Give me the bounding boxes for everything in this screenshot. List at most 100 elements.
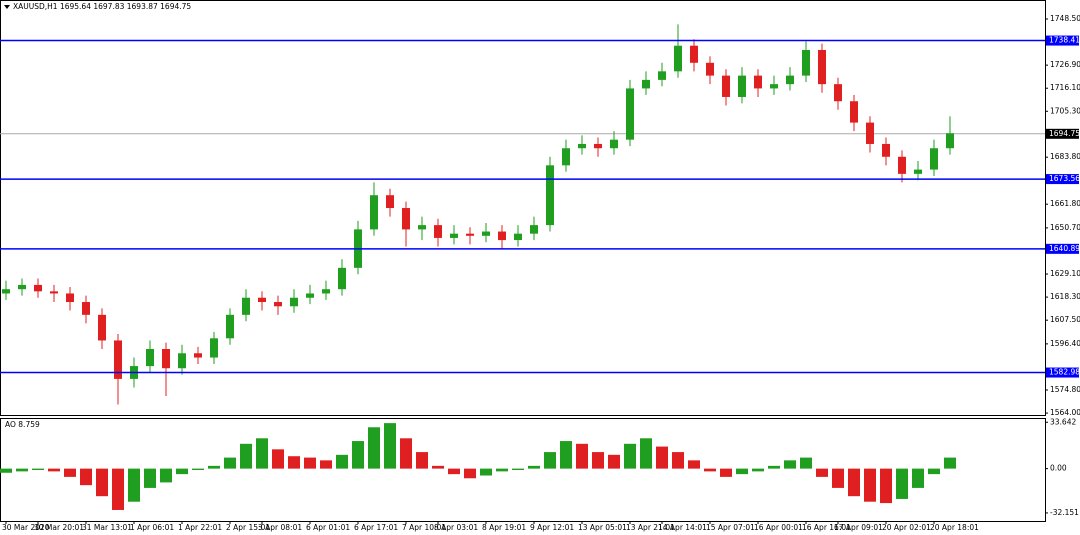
candle-body xyxy=(626,88,634,140)
ao-bar xyxy=(656,446,668,469)
candle-body xyxy=(466,233,474,236)
level-label: 1738.41 xyxy=(1049,36,1080,45)
ao-bar xyxy=(192,468,204,470)
ao-bar xyxy=(224,457,236,469)
candle-body xyxy=(178,353,186,369)
candle-body xyxy=(706,62,714,76)
x-tick-label: 13 Apr 05:01 xyxy=(578,523,627,532)
y-tick-label: 1629.10 xyxy=(1050,269,1080,278)
level-tag xyxy=(1046,35,1079,46)
candle-body xyxy=(146,349,154,367)
ao-bar xyxy=(496,468,508,472)
ao-bar xyxy=(176,468,188,475)
y-tick-label: 0.00 xyxy=(1050,464,1067,473)
ao-bar xyxy=(400,438,412,469)
x-tick-label: 16 Apr 16:01 xyxy=(802,523,851,532)
candle-body xyxy=(674,45,682,72)
ao-bar xyxy=(480,468,492,476)
candle-body xyxy=(194,353,202,358)
ao-title: AO 8.759 xyxy=(5,420,40,429)
ao-bar xyxy=(528,465,540,469)
x-tick-label: 6 Apr 01:01 xyxy=(306,523,350,532)
candle-body xyxy=(402,208,410,230)
ao-bar xyxy=(128,468,140,502)
x-tick-label: 17 Apr 09:01 xyxy=(834,523,883,532)
ao-bar xyxy=(544,452,556,469)
candle-body xyxy=(818,49,826,85)
candle-body xyxy=(786,75,794,85)
ao-bar xyxy=(720,468,732,477)
candle-body xyxy=(98,314,106,341)
ao-bar xyxy=(768,465,780,469)
candle-body xyxy=(418,225,426,230)
ao-bar xyxy=(336,454,348,469)
ao-bar xyxy=(384,423,396,469)
x-tick-label: 8 Apr 19:01 xyxy=(482,523,526,532)
candle-body xyxy=(226,314,234,339)
candle-body xyxy=(802,49,810,76)
y-tick-label: 1618.30 xyxy=(1050,292,1080,301)
candle-body xyxy=(306,293,314,298)
x-tick-label: 3 Apr 08:01 xyxy=(258,523,302,532)
ao-bar xyxy=(592,452,604,469)
ao-bar xyxy=(608,454,620,469)
y-tick-label: 1748.50 xyxy=(1050,14,1080,23)
candle-body xyxy=(386,195,394,209)
y-tick-label: 1607.50 xyxy=(1050,315,1080,324)
y-tick-label: 1596.40 xyxy=(1050,339,1080,348)
ao-bar xyxy=(944,457,956,469)
candle-body xyxy=(66,293,74,303)
candle-body xyxy=(946,133,954,149)
ao-bar xyxy=(704,468,716,472)
candle-body xyxy=(738,75,746,97)
ao-bar xyxy=(848,468,860,497)
candle-body xyxy=(18,284,26,290)
x-tick-label: 14 Apr 14:01 xyxy=(658,523,707,532)
candle-body xyxy=(322,289,330,294)
ao-bar xyxy=(880,468,892,504)
ao-bar xyxy=(288,456,300,469)
ao-bar xyxy=(800,457,812,469)
y-tick-label: 1661.80 xyxy=(1050,199,1080,208)
level-tag xyxy=(1046,174,1079,185)
y-tick-label: 1574.80 xyxy=(1050,385,1080,394)
y-tick-label: 1705.30 xyxy=(1050,106,1080,115)
candle-body xyxy=(834,84,842,102)
candle-body xyxy=(866,122,874,144)
ao-bar xyxy=(672,452,684,469)
ao-bar xyxy=(640,438,652,469)
candle-body xyxy=(594,143,602,149)
ao-bar xyxy=(272,449,284,469)
ao-bar xyxy=(352,441,364,469)
candle-body xyxy=(850,101,858,123)
x-tick-label: 1 Apr 06:01 xyxy=(130,523,174,532)
level-label: 1673.56 xyxy=(1049,174,1080,183)
ao-bar xyxy=(736,468,748,475)
ao-bar xyxy=(112,468,124,510)
ao-bar xyxy=(32,468,44,470)
ao-bar xyxy=(208,465,220,469)
ao-bar xyxy=(240,443,252,469)
x-tick-label: 30 Mar 20:01 xyxy=(34,523,84,532)
candle-body xyxy=(898,156,906,174)
candle-body xyxy=(498,231,506,241)
ao-bar xyxy=(80,468,92,486)
candle-body xyxy=(914,169,922,174)
x-tick-label: 20 Apr 02:01 xyxy=(882,523,931,532)
y-tick-label: -32.151 xyxy=(1050,508,1079,517)
x-tick-label: 20 Apr 18:01 xyxy=(930,523,979,532)
candle-body xyxy=(34,284,42,292)
x-tick-label: 16 Apr 00:01 xyxy=(754,523,803,532)
candle-body xyxy=(370,195,378,230)
current-label: 1694.75 xyxy=(1049,129,1080,138)
ao-bar xyxy=(816,468,828,477)
candle-body xyxy=(290,297,298,307)
x-tick-label: 2 Apr 15:01 xyxy=(226,523,270,532)
ao-bar xyxy=(432,465,444,469)
current-tag xyxy=(1046,128,1079,139)
candle-body xyxy=(274,302,282,307)
candle-body xyxy=(690,45,698,63)
x-tick-label: 31 Mar 13:01 xyxy=(82,523,132,532)
candle-body xyxy=(242,297,250,315)
ao-bar xyxy=(0,468,12,473)
